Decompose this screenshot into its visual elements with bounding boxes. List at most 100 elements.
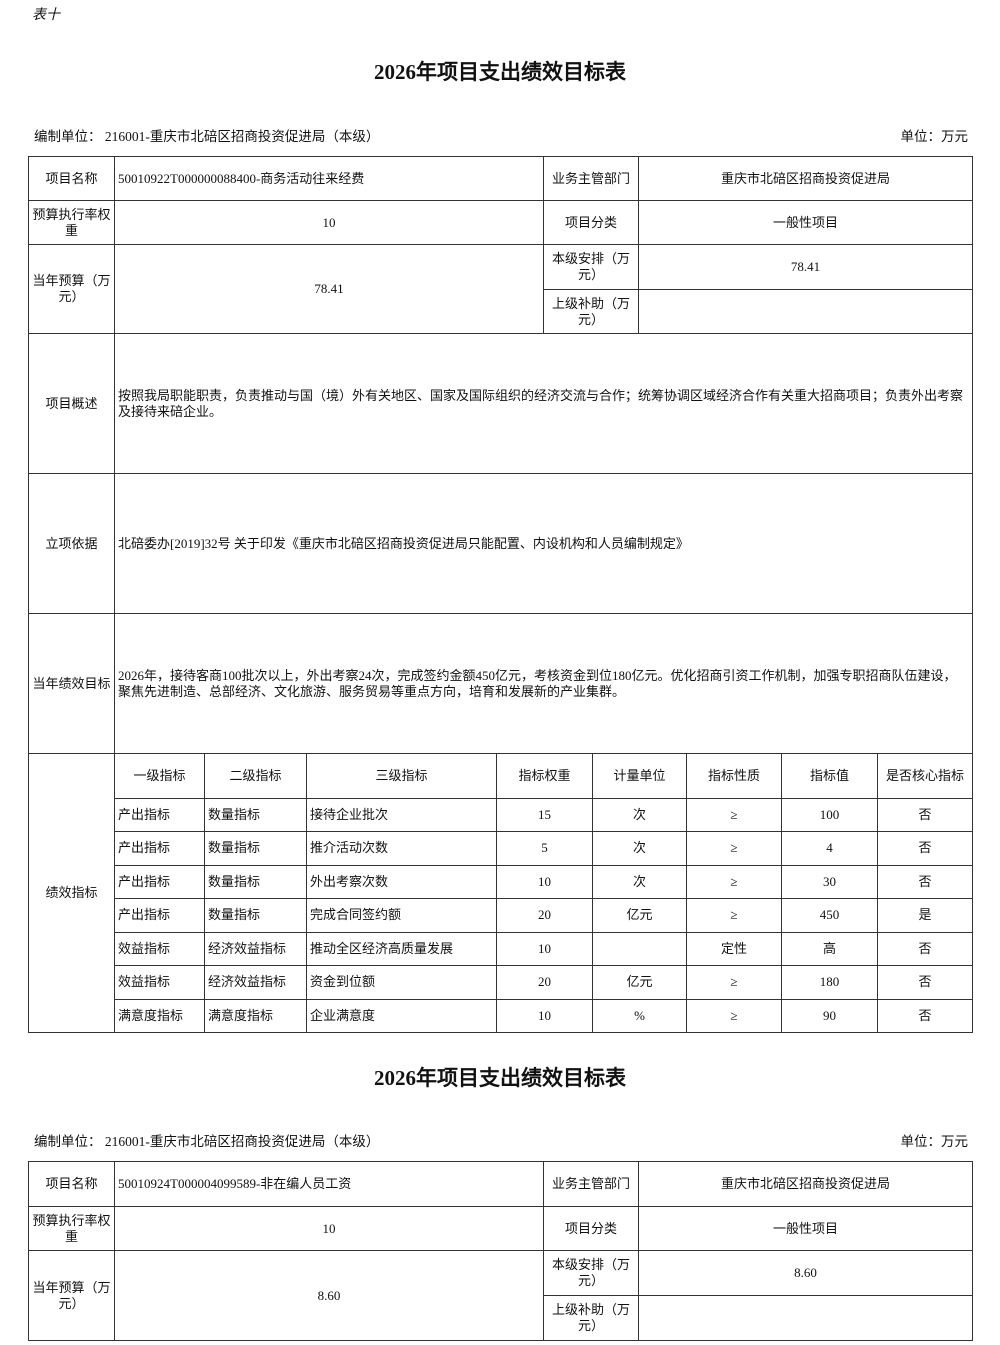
indicator-header: 指标性质 <box>686 754 782 799</box>
indicator-cell: 10 <box>496 998 593 1033</box>
indicator-cell: 450 <box>781 898 878 933</box>
goal-label: 当年绩效目标 <box>28 613 115 754</box>
indicator-cell: 完成合同签约额 <box>306 898 497 933</box>
indicator-cell: 效益指标 <box>114 931 205 966</box>
indicator-header: 是否核心指标 <box>877 754 973 799</box>
indicator-row: 产出指标 数量指标 外出考察次数 10 次 ≥30 否 <box>29 864 973 899</box>
indicator-header: 指标值 <box>781 754 878 799</box>
indicator-cell: 是 <box>877 898 973 933</box>
indicator-row: 效益指标 经济效益指标 资金到位额 20 亿元 ≥180 否 <box>29 965 973 1000</box>
indicator-cell: 90 <box>781 998 878 1033</box>
indicator-cell: 亿元 <box>592 965 687 1000</box>
dept-label: 业务主管部门 <box>543 156 639 201</box>
indicator-header: 指标权重 <box>496 754 593 799</box>
indicator-cell: % <box>592 998 687 1033</box>
indicator-cell: 否 <box>877 864 973 899</box>
indicator-cell: 经济效益指标 <box>204 965 307 1000</box>
indicator-cell: 企业满意度 <box>306 998 497 1033</box>
org-info: 编制单位： 216001-重庆市北碚区招商投资促进局（本级） <box>34 125 379 145</box>
indicator-cell: 10 <box>496 864 593 899</box>
indicator-cell: 30 <box>781 864 878 899</box>
indicator-row: 产出指标 数量指标 推介活动次数 5 次 ≥4 否 <box>29 831 973 866</box>
dept: 重庆市北碚区招商投资促进局 <box>638 1161 973 1207</box>
local: 78.41 <box>638 244 973 290</box>
upper-label: 上级补助（万元） <box>543 289 639 334</box>
indicator-cell: 满意度指标 <box>114 998 205 1033</box>
indicator-row: 产出指标 数量指标 接待企业批次 15 次 ≥100 否 <box>29 797 973 832</box>
category-label: 项目分类 <box>543 1206 639 1251</box>
indicator-row: 满意度指标 满意度指标 企业满意度 10% ≥90 否 <box>29 998 973 1033</box>
project-name: 50010924T000004099589-非在编人员工资 <box>114 1161 544 1207</box>
indicator-cell: 数量指标 <box>204 864 307 899</box>
indicator-cell: 180 <box>781 965 878 1000</box>
indicator-cell: 高 <box>781 931 878 966</box>
indicator-cell: 次 <box>592 797 687 832</box>
indicator-row: 效益指标 经济效益指标 推动全区经济高质量发展 10 定性高否 <box>29 931 973 966</box>
indicators-table: 绩效指标 一级指标 二级指标 三级指标 指标权重 计量单位 指标性质 指标值 是否核心指标 产出指… <box>28 754 973 1033</box>
indicator-cell: 经济效益指标 <box>204 931 307 966</box>
indicator-cell: 否 <box>877 931 973 966</box>
indicator-header: 三级指标 <box>306 754 497 799</box>
indicator-cell: 定性 <box>686 931 782 966</box>
project-info-table-2: 项目名称 50010924T000004099589-非在编人员工资 业务主管部… <box>28 1161 973 1341</box>
indicator-cell: ≥ <box>686 898 782 933</box>
goal: 2026年，接待客商100批次以上，外出考察24次，完成签约金额450亿元，考核… <box>114 613 973 754</box>
indicator-cell: 资金到位额 <box>306 965 497 1000</box>
project-name: 50010922T000000088400-商务活动往来经费 <box>114 156 544 201</box>
indicator-cell: 否 <box>877 797 973 832</box>
upper-label: 上级补助（万元） <box>543 1295 639 1341</box>
category: 一般性项目 <box>638 200 973 245</box>
org-value: 216001-重庆市北碚区招商投资促进局（本级） <box>104 1134 380 1149</box>
indicator-cell: 满意度指标 <box>204 998 307 1033</box>
indicator-cell: 数量指标 <box>204 898 307 933</box>
indicator-cell: ≥ <box>686 864 782 899</box>
indicator-cell: 外出考察次数 <box>306 864 497 899</box>
dept: 重庆市北碚区招商投资促进局 <box>638 156 973 201</box>
weight: 10 <box>114 200 544 245</box>
indicator-cell: 数量指标 <box>204 797 307 832</box>
indicator-cell: ≥ <box>686 965 782 1000</box>
indicator-cell: 效益指标 <box>114 965 205 1000</box>
indicator-cell: 推介活动次数 <box>306 831 497 866</box>
indicator-cell: 亿元 <box>592 898 687 933</box>
org-label: 编制单位： <box>34 1134 102 1149</box>
indicator-row: 产出指标 数量指标 完成合同签约额 20 亿元 ≥450 是 <box>29 898 973 933</box>
local: 8.60 <box>638 1250 973 1296</box>
upper <box>638 289 973 334</box>
indicator-header: 一级指标 <box>114 754 205 799</box>
indicator-cell: 否 <box>877 998 973 1033</box>
basis: 北碚委办[2019]32号 关于印发《重庆市北碚区招商投资促进局只能配置、内设机… <box>114 473 973 614</box>
budget: 8.60 <box>114 1250 544 1341</box>
indicator-cell: 5 <box>496 831 593 866</box>
indicator-cell: 产出指标 <box>114 831 205 866</box>
project-name-label: 项目名称 <box>28 156 115 201</box>
local-label: 本级安排（万元） <box>543 1250 639 1296</box>
indicator-cell: 4 <box>781 831 878 866</box>
indicator-cell: 接待企业批次 <box>306 797 497 832</box>
corner-label: 表十 <box>32 8 60 23</box>
indicator-header: 二级指标 <box>204 754 307 799</box>
project-info-table: 项目名称 50010922T000000088400-商务活动往来经费 业务主管… <box>28 156 973 754</box>
indicator-cell: 产出指标 <box>114 864 205 899</box>
budget: 78.41 <box>114 244 544 334</box>
org-info-2: 编制单位： 216001-重庆市北碚区招商投资促进局（本级） <box>34 1130 379 1150</box>
indicator-cell: 20 <box>496 965 593 1000</box>
category-label: 项目分类 <box>543 200 639 245</box>
indicator-cell: 产出指标 <box>114 797 205 832</box>
indicator-cell: 次 <box>592 831 687 866</box>
unit-label-2: 单位：万元 <box>900 1134 969 1149</box>
page-title: 2026年项目支出绩效目标表 <box>374 60 626 84</box>
indicators-label: 绩效指标 <box>28 754 115 1033</box>
weight-label: 预算执行率权重 <box>28 200 115 245</box>
basis-label: 立项依据 <box>28 473 115 614</box>
indicator-cell <box>592 931 687 966</box>
unit-label: 单位：万元 <box>900 129 969 144</box>
indicator-cell: ≥ <box>686 998 782 1033</box>
indicator-cell: 20 <box>496 898 593 933</box>
indicator-cell: ≥ <box>686 831 782 866</box>
weight: 10 <box>114 1206 544 1251</box>
dept-label: 业务主管部门 <box>543 1161 639 1207</box>
local-label: 本级安排（万元） <box>543 244 639 290</box>
indicator-cell: 否 <box>877 965 973 1000</box>
indicator-cell: 10 <box>496 931 593 966</box>
